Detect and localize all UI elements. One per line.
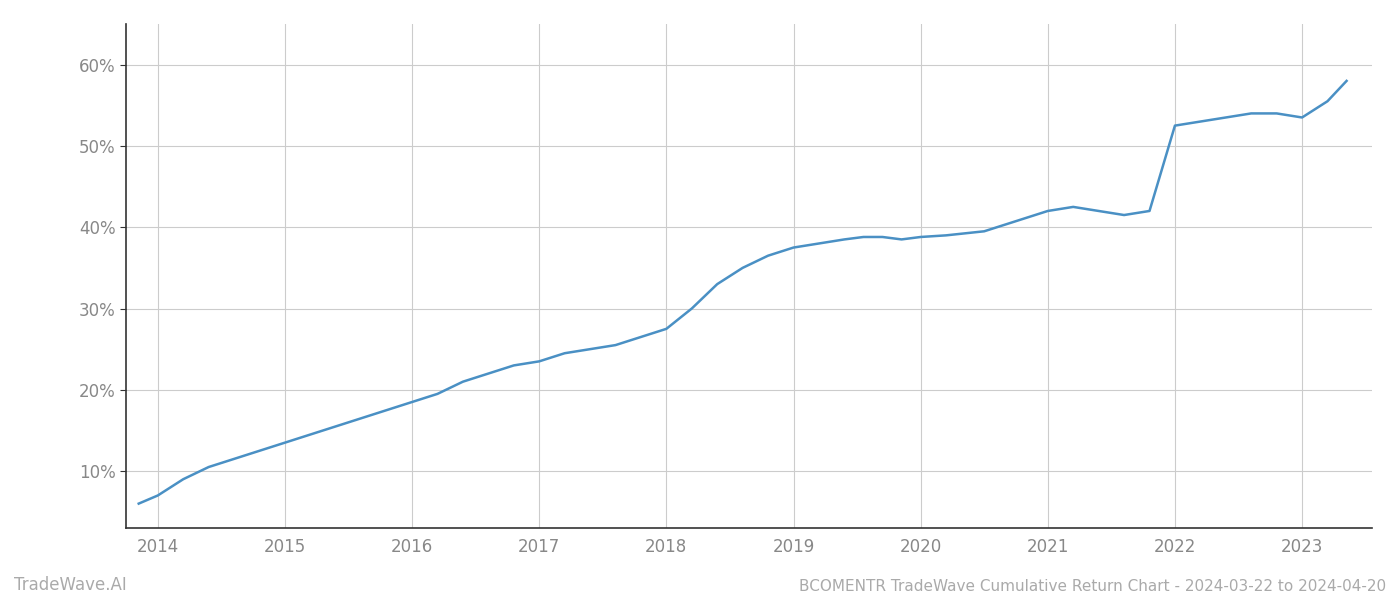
Text: TradeWave.AI: TradeWave.AI — [14, 576, 127, 594]
Text: BCOMENTR TradeWave Cumulative Return Chart - 2024-03-22 to 2024-04-20: BCOMENTR TradeWave Cumulative Return Cha… — [799, 579, 1386, 594]
